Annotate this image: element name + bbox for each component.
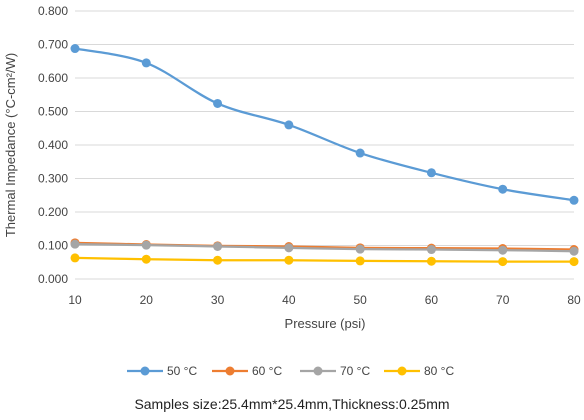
y-tick-labels: 0.000 0.100 0.200 0.300 0.400 0.500 0.600 0.700… <box>38 4 68 286</box>
series-lines <box>70 44 579 267</box>
data-point <box>213 255 223 265</box>
chart-caption: Samples size:25.4mm*25.4mm,Thickness:0.2… <box>134 396 450 412</box>
data-point <box>355 256 365 266</box>
data-point <box>426 256 436 266</box>
data-point <box>355 244 365 254</box>
legend-label: 80 °C <box>424 364 454 378</box>
series-line <box>74 47 575 202</box>
data-point <box>569 257 579 267</box>
x-tick-label: 60 <box>425 293 439 307</box>
legend: 50 °C 60 °C 70 °C 80 °C <box>127 364 454 378</box>
x-axis-label: Pressure (psi) <box>285 316 366 331</box>
y-tick-label: 0.300 <box>38 172 68 186</box>
legend-label: 60 °C <box>252 364 282 378</box>
grid-lines <box>75 10 574 280</box>
series-line <box>74 243 575 253</box>
data-point <box>213 242 223 252</box>
data-point <box>70 44 80 54</box>
line-chart: 0.000 0.100 0.200 0.300 0.400 0.500 0.600 0.700… <box>3 4 581 378</box>
legend-marker <box>140 366 150 376</box>
data-point <box>569 246 579 256</box>
data-point <box>284 243 294 253</box>
data-point <box>70 239 80 249</box>
data-point <box>141 58 151 68</box>
data-point <box>426 168 436 178</box>
data-point <box>498 257 508 267</box>
y-tick-label: 0.600 <box>38 71 68 85</box>
legend-label: 50 °C <box>167 364 197 378</box>
x-tick-label: 20 <box>140 293 154 307</box>
data-point <box>141 254 151 264</box>
data-point <box>498 184 508 194</box>
y-tick-label: 0.400 <box>38 138 68 152</box>
data-point <box>569 195 579 205</box>
y-tick-label: 0.000 <box>38 272 68 286</box>
x-tick-label: 80 <box>567 293 581 307</box>
x-tick-labels: 10 20 30 40 50 60 70 80 <box>68 293 581 307</box>
x-tick-label: 30 <box>211 293 225 307</box>
y-tick-label: 0.500 <box>38 105 68 119</box>
legend-marker <box>397 366 407 376</box>
y-tick-label: 0.800 <box>38 4 68 18</box>
x-tick-label: 10 <box>68 293 82 307</box>
x-tick-label: 40 <box>282 293 296 307</box>
series-line <box>74 256 575 263</box>
legend-label: 70 °C <box>340 364 370 378</box>
data-point <box>141 240 151 250</box>
data-point <box>284 255 294 265</box>
y-tick-label: 0.700 <box>38 38 68 52</box>
legend-marker <box>313 366 323 376</box>
y-tick-label: 0.100 <box>38 239 68 253</box>
x-tick-label: 50 <box>353 293 367 307</box>
y-axis-label: Thermal Impedance (°C-cm²/W) <box>3 53 18 237</box>
y-tick-label: 0.200 <box>38 205 68 219</box>
data-point <box>213 98 223 108</box>
data-point <box>70 253 80 263</box>
data-point <box>284 120 294 130</box>
data-point <box>426 245 436 255</box>
data-point <box>498 245 508 255</box>
x-tick-label: 70 <box>496 293 510 307</box>
data-point <box>355 148 365 158</box>
legend-marker <box>225 366 235 376</box>
